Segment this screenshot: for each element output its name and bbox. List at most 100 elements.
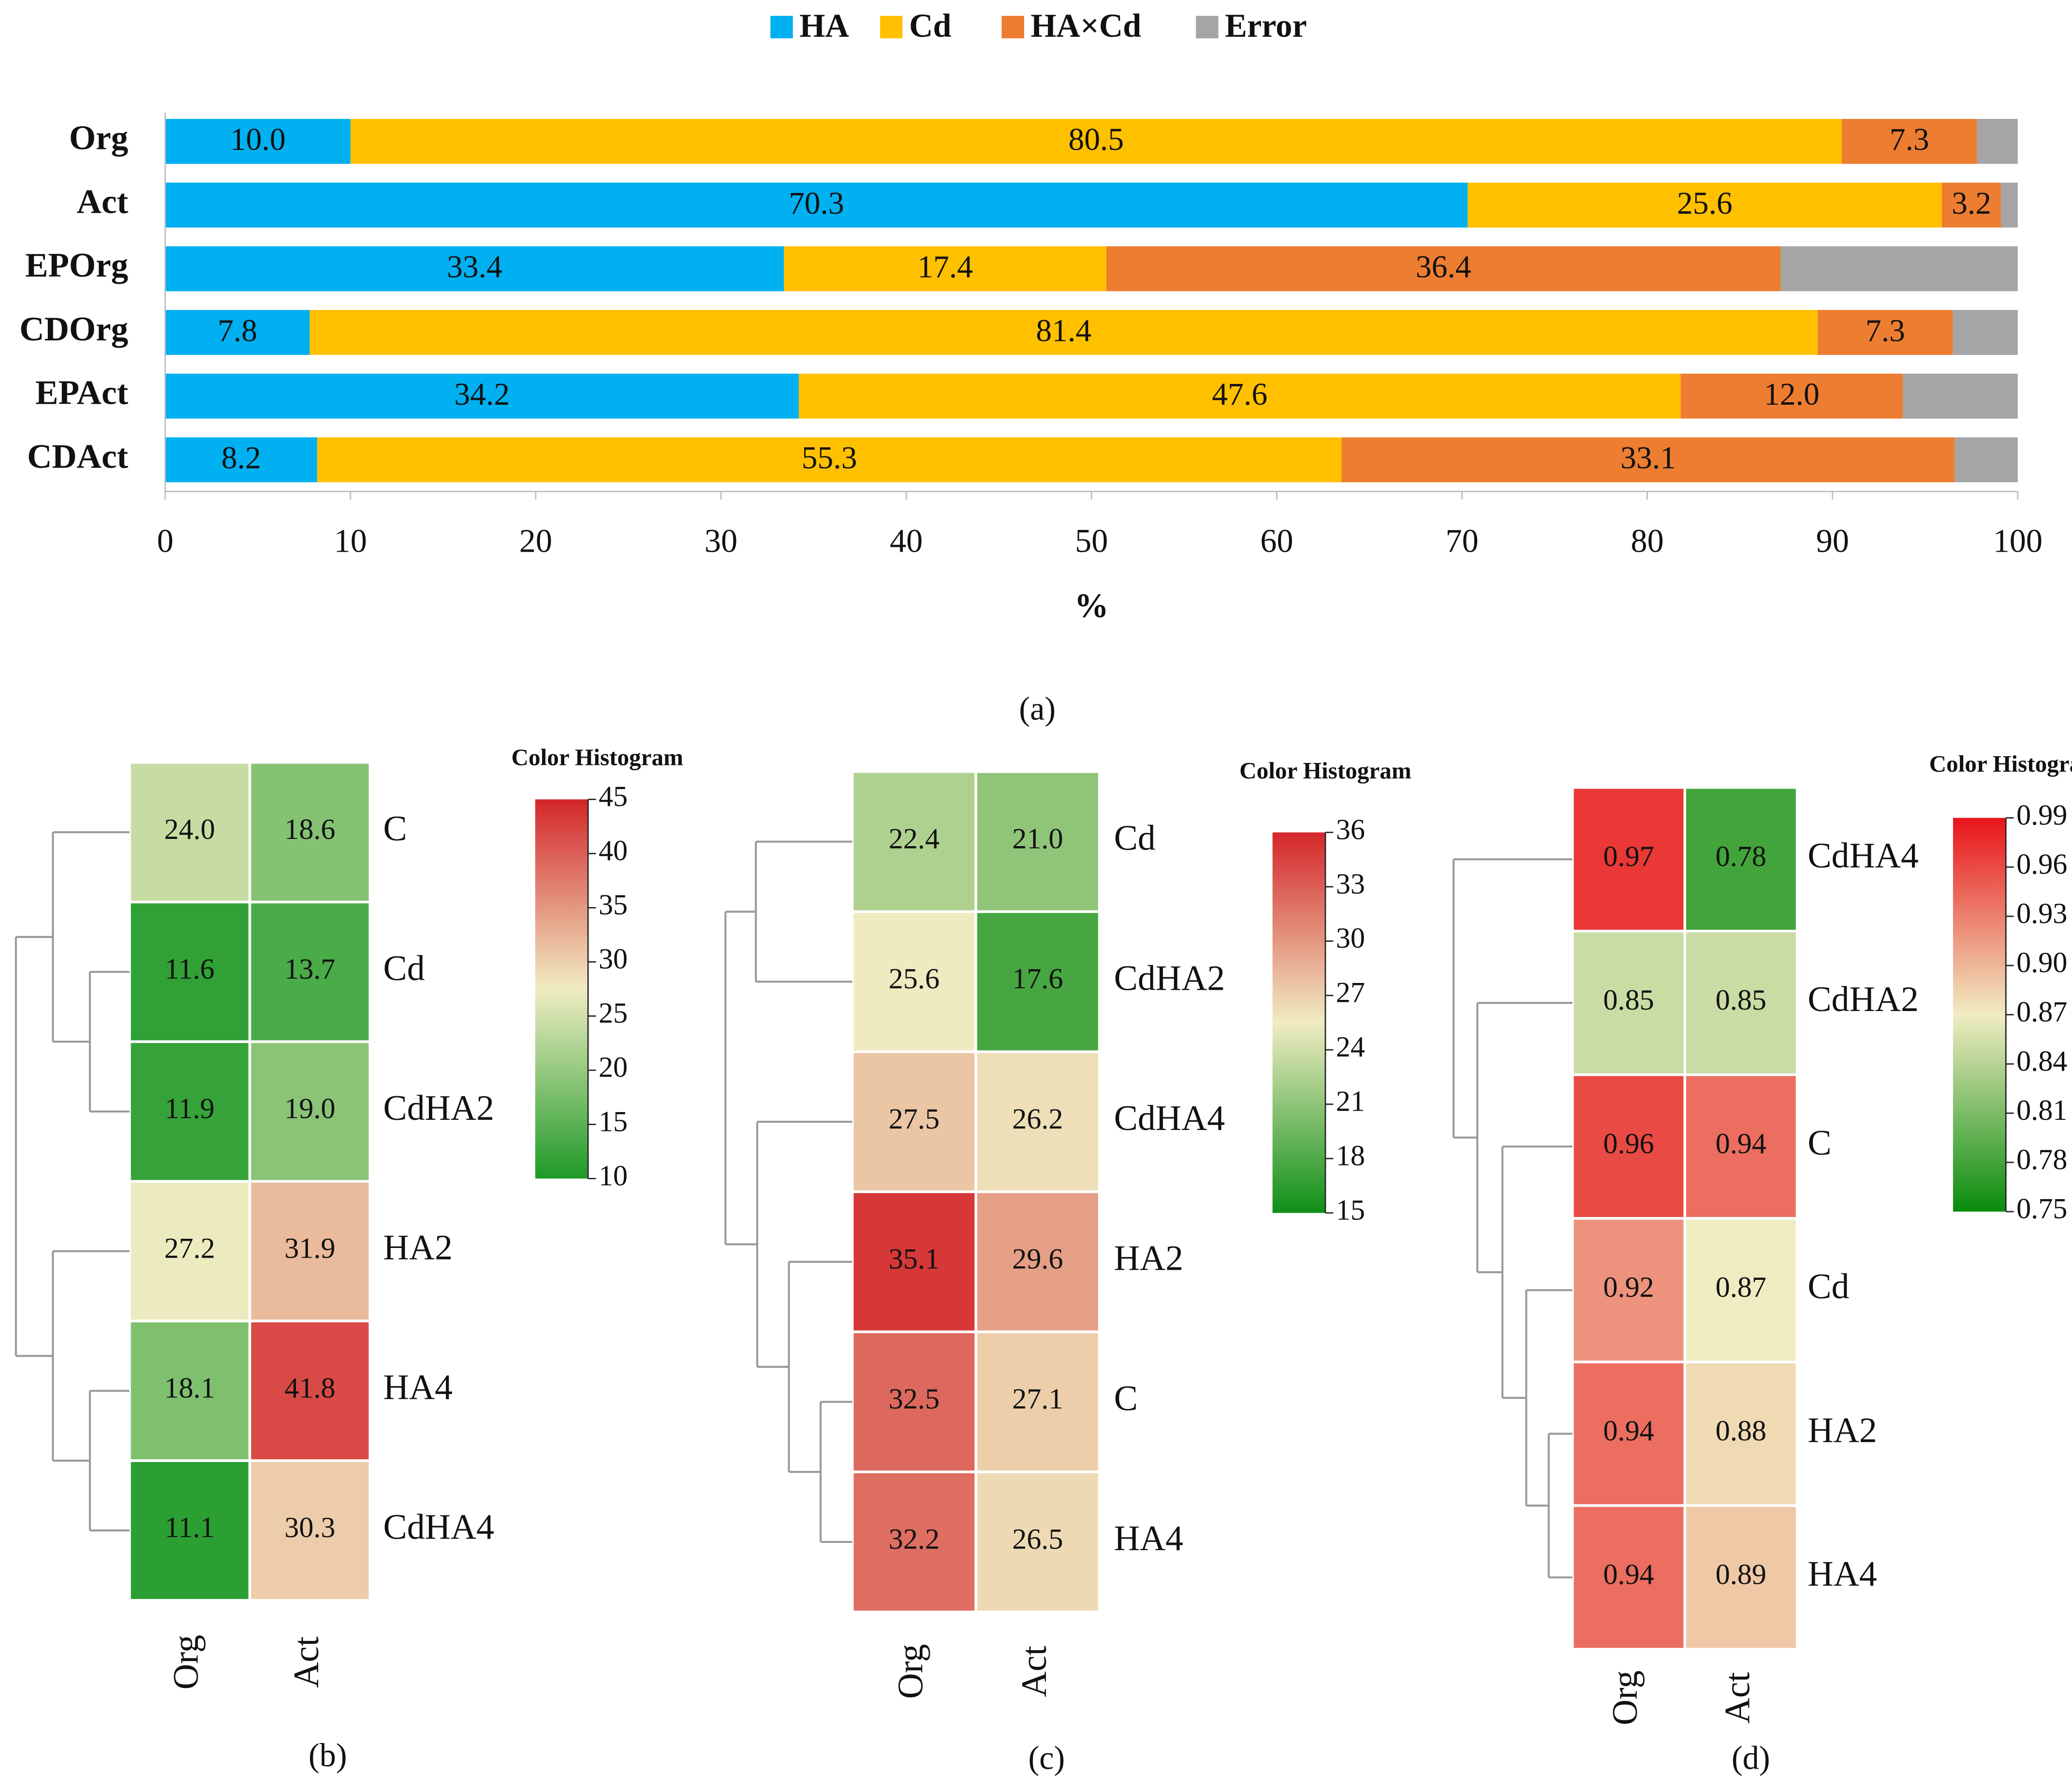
colorbar xyxy=(1953,818,2006,1212)
row-label: HA4 xyxy=(1807,1554,1877,1593)
bar-segment xyxy=(1903,373,2018,419)
bar-segment xyxy=(1467,182,1942,228)
cell-label: 32.2 xyxy=(889,1523,940,1555)
data-label: 70.3 xyxy=(789,186,844,221)
colorbar xyxy=(1272,832,1325,1213)
y-tick-label: CDAct xyxy=(27,438,128,475)
heatmap-cell xyxy=(851,910,977,1053)
colorbar-tick-label: 24 xyxy=(1336,1031,1365,1063)
cell-label: 0.78 xyxy=(1716,840,1766,873)
bar-segment xyxy=(1680,373,1903,419)
bar-segment xyxy=(165,246,784,292)
heatmap-cell xyxy=(1683,1073,1799,1220)
y-tick-label: EPAct xyxy=(35,374,128,412)
heatmap-cell xyxy=(248,761,371,904)
data-label: 25.6 xyxy=(1677,186,1733,221)
heatmap-cell xyxy=(248,1459,371,1602)
colorbar-tick-label: 35 xyxy=(599,889,628,921)
cell-label: 0.94 xyxy=(1603,1415,1654,1447)
legend-label: HA xyxy=(799,7,849,44)
row-label: HA2 xyxy=(383,1228,453,1267)
bar-segment xyxy=(1953,310,2018,355)
cell-label: 27.1 xyxy=(1012,1383,1063,1415)
colorbar-tick-label: 30 xyxy=(599,943,628,975)
colorbar xyxy=(535,799,588,1179)
bar-segment xyxy=(2001,182,2018,228)
bar-segment xyxy=(1941,182,2001,228)
x-tick-label: 60 xyxy=(1260,523,1293,559)
heatmap-cell xyxy=(128,1180,251,1322)
cell-label: 30.3 xyxy=(284,1511,335,1544)
x-tick-label: 80 xyxy=(1631,523,1663,559)
column-label: Org xyxy=(1605,1671,1645,1725)
row-label: C xyxy=(1807,1123,1831,1162)
colorbar-tick-label: 18 xyxy=(1336,1140,1365,1172)
panel-label: (a) xyxy=(1019,690,1056,727)
row-label: CdHA2 xyxy=(1807,979,1919,1019)
colorbar-tick-label: 0.84 xyxy=(2016,1045,2067,1077)
data-label: 17.4 xyxy=(917,250,973,285)
bar-segment xyxy=(798,373,1681,419)
row-label: CdHA4 xyxy=(1807,836,1919,875)
heatmap-cell xyxy=(974,1470,1101,1613)
data-label: 80.5 xyxy=(1068,122,1124,157)
cell-label: 0.85 xyxy=(1716,984,1766,1016)
y-tick-label: CDOrg xyxy=(19,310,128,348)
heatmap-cell xyxy=(1571,1073,1686,1220)
cell-label: 22.4 xyxy=(889,822,940,855)
heatmap-cell xyxy=(1571,1361,1686,1507)
cell-label: 0.97 xyxy=(1603,840,1654,873)
x-tick-label: 90 xyxy=(1816,523,1849,559)
cell-label: 11.1 xyxy=(165,1511,215,1544)
data-label: 8.2 xyxy=(221,441,261,476)
bar-segment xyxy=(1841,118,1977,164)
cell-label: 0.87 xyxy=(1716,1271,1766,1304)
legend-swatch xyxy=(880,15,903,39)
x-tick-label: 30 xyxy=(705,523,737,559)
data-label: 10.0 xyxy=(230,122,286,157)
colorbar-tick-label: 30 xyxy=(1336,922,1365,954)
panel-label: (b) xyxy=(309,1737,347,1774)
cell-label: 24.0 xyxy=(164,813,215,846)
colorbar-tick-label: 20 xyxy=(599,1051,628,1084)
colorbar-tick-label: 0.75 xyxy=(2016,1193,2067,1225)
column-label: Act xyxy=(1014,1645,1054,1697)
row-label: Cd xyxy=(383,948,425,988)
row-label: CdHA4 xyxy=(383,1507,495,1546)
y-tick-label: Org xyxy=(69,119,128,157)
heatmap-cell xyxy=(248,1320,371,1462)
cell-label: 31.9 xyxy=(284,1232,335,1264)
row-label: HA4 xyxy=(1114,1518,1183,1558)
bar-segment xyxy=(165,437,317,483)
legend-label: Error xyxy=(1225,7,1307,44)
colorbar-tick-label: 0.90 xyxy=(2016,947,2067,979)
cell-label: 0.89 xyxy=(1716,1558,1766,1591)
row-label: HA4 xyxy=(383,1367,453,1407)
colorbar-tick-label: 27 xyxy=(1336,977,1365,1009)
x-tick-label: 40 xyxy=(890,523,923,559)
colorbar-tick-label: 0.93 xyxy=(2016,897,2067,930)
bar-segment xyxy=(165,182,1468,228)
row-label: CdHA2 xyxy=(1114,958,1225,997)
legend-label: HA×Cd xyxy=(1031,7,1142,44)
data-label: 47.6 xyxy=(1212,377,1267,412)
heatmap-cell xyxy=(248,1040,371,1183)
colorbar-tick-label: 0.81 xyxy=(2016,1094,2067,1127)
data-label: 34.2 xyxy=(454,377,510,412)
column-label: Act xyxy=(1717,1672,1757,1724)
bar-segment xyxy=(317,437,1342,483)
x-tick-label: 0 xyxy=(157,523,174,559)
x-axis-label: % xyxy=(1074,587,1109,625)
cell-label: 27.2 xyxy=(164,1232,215,1264)
cell-label: 0.96 xyxy=(1603,1128,1654,1160)
cell-label: 27.5 xyxy=(889,1103,940,1135)
colorbar-title: Color Histogram xyxy=(511,744,683,771)
cell-label: 35.1 xyxy=(889,1243,940,1275)
bar-segment xyxy=(1954,437,2018,483)
panel-label: (c) xyxy=(1028,1739,1065,1776)
legend-label: Cd xyxy=(909,7,951,44)
x-tick-label: 70 xyxy=(1445,523,1478,559)
bar-segment xyxy=(1341,437,1955,483)
colorbar-tick-label: 15 xyxy=(599,1105,628,1138)
cell-label: 0.94 xyxy=(1716,1128,1766,1160)
